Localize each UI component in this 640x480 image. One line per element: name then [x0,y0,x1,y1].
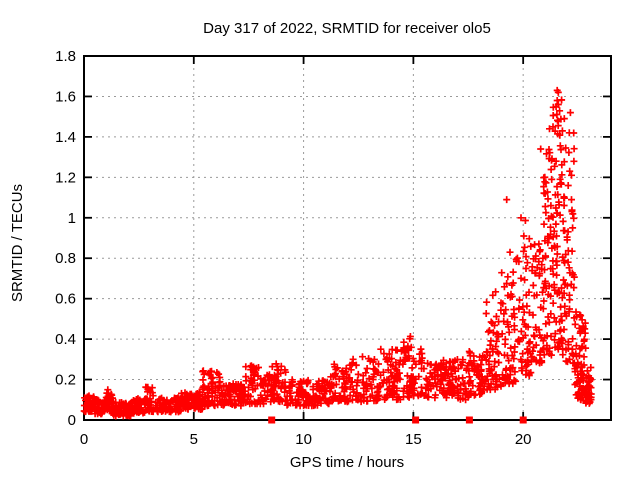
x-tick-label: 5 [190,431,198,448]
y-tick-label: 1.2 [55,169,76,186]
zero-value-marker [412,416,420,424]
y-tick-label: 1 [68,210,76,227]
zero-value-marker [465,416,473,424]
y-tick-label: 1.4 [55,129,76,146]
y-tick-label: 0.4 [55,331,76,348]
x-tick-label: 0 [80,431,88,448]
plot-border [83,55,612,421]
x-tick-label: 15 [405,431,422,448]
tick-labels: 0 5 10 15 20 0 0.2 0.4 0.6 0.8 1 1.2 1.4 1.6 1.8 [55,48,531,448]
data-points [80,86,595,424]
y-axis-label: SRMTID / TECUs [9,184,26,302]
y-tick-label: 0 [68,412,76,429]
x-tick-label: 20 [515,431,532,448]
x-tick-label: 10 [295,431,312,448]
zero-value-marker [519,416,527,424]
y-tick-label: 0.6 [55,291,76,308]
zero-value-marker [268,416,276,424]
y-tick-label: 0.2 [55,372,76,389]
x-axis-label: GPS time / hours [290,454,404,471]
y-tick-label: 1.6 [55,88,76,105]
chart-title: Day 317 of 2022, SRMTID for receiver olo… [203,20,491,37]
axis-ticks [83,55,611,421]
y-tick-label: 0.8 [55,250,76,267]
y-tick-label: 1.8 [55,48,76,65]
